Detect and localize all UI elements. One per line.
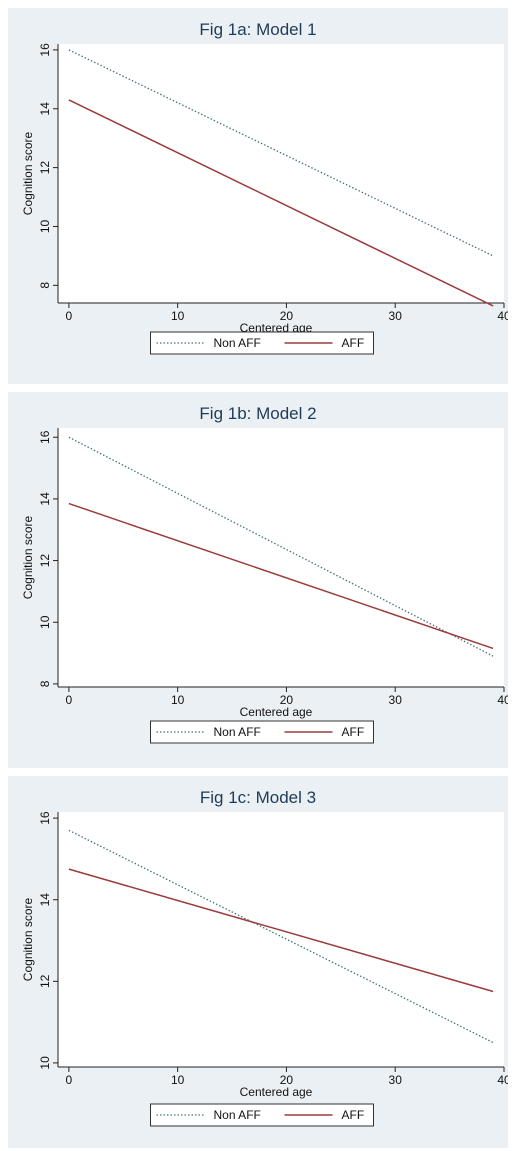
y-tick-label: 10 xyxy=(38,1056,52,1070)
x-tick-label: 40 xyxy=(497,1073,508,1087)
chart-1: Fig 1a: Model 10 10 20 30 40810121416Centere… xyxy=(21,20,508,355)
chart-panel-2: Fig 1b: Model 2 0 10 20 30 40 8 10 12 14 16 Centere… xyxy=(8,392,508,768)
chart-panel-3: Fig 1c: Model 3 0 10 20 30 40 10 12 14 16 Centered… xyxy=(8,776,508,1148)
series-line-aff xyxy=(68,502,494,650)
x-tick-label: 40 xyxy=(497,693,508,707)
plot-area xyxy=(58,812,504,1067)
y-tick-label: 8 xyxy=(38,680,52,687)
x-tick-label: 20 xyxy=(280,693,294,707)
x-tick-label: 0 xyxy=(66,693,73,707)
legend: Non AFF AFF xyxy=(150,1103,374,1127)
y-tick-label: 10 xyxy=(38,615,52,629)
y-tick-label: 10 xyxy=(38,219,52,233)
x-tick-label: 30 xyxy=(389,309,403,323)
x-tick-label: 10 xyxy=(171,693,185,707)
y-axis-label: Cognition score xyxy=(21,515,35,599)
y-tick-label: 16 xyxy=(38,811,52,825)
y-axis-label: Cognition score xyxy=(21,897,35,981)
legend-box xyxy=(150,720,374,744)
chart-title: Fig 1a: Model 1 xyxy=(199,20,316,39)
y-tick-label: 12 xyxy=(38,554,52,568)
legend-label: AFF xyxy=(342,1108,365,1122)
chart-title: Fig 1b: Model 2 xyxy=(199,404,316,423)
y-tick-label: 14 xyxy=(38,492,52,506)
y-tick-label: 14 xyxy=(38,102,52,116)
chart-panel-1: Fig 1a: Model 1 0 10 20 30 40 8 10 12 14 16 Centere… xyxy=(8,8,508,384)
legend-label: Non AFF xyxy=(214,1108,261,1122)
x-tick-label: 20 xyxy=(280,1073,294,1087)
y-tick-label: 8 xyxy=(38,282,52,289)
legend-label: AFF xyxy=(342,725,365,739)
x-axis-label: Centered age xyxy=(240,705,313,719)
x-tick-label: 0 xyxy=(66,1073,73,1087)
legend: Non AFF AFF xyxy=(150,331,374,355)
x-tick-label: 40 xyxy=(497,309,508,323)
series-line-aff xyxy=(68,868,494,993)
chart-3: Fig 1c: Model 3 0 10 20 30 40 10 12 14 16 Centered… xyxy=(21,788,508,1127)
chart-2: Fig 1b: Model 2 0 10 20 30 40 8 10 12 14 16 Centere… xyxy=(21,404,508,744)
legend: Non AFF AFF xyxy=(150,720,374,744)
series-line-aff xyxy=(68,99,494,307)
series-line-non-aff xyxy=(68,436,494,657)
plot-area xyxy=(58,44,504,303)
chart-title: Fig 1c: Model 3 xyxy=(200,788,316,807)
x-tick-label: 10 xyxy=(171,1073,185,1087)
legend-label: Non AFF xyxy=(214,336,261,350)
x-tick-label: 10 xyxy=(171,309,185,323)
plot-area xyxy=(58,428,504,687)
y-tick-label: 12 xyxy=(38,974,52,988)
y-tick-label: 14 xyxy=(38,893,52,907)
x-tick-label: 0 xyxy=(66,309,73,323)
y-tick-label: 16 xyxy=(38,430,52,444)
legend-box xyxy=(150,1103,374,1127)
y-axis-label: Cognition score xyxy=(21,131,35,215)
legend-label: Non AFF xyxy=(214,725,261,739)
x-tick-label: 30 xyxy=(389,693,403,707)
y-tick-label: 12 xyxy=(38,161,52,175)
x-axis-label: Centered age xyxy=(240,1085,313,1099)
legend-label: AFF xyxy=(342,336,365,350)
x-tick-label: 30 xyxy=(389,1073,403,1087)
y-tick-label: 16 xyxy=(38,43,52,57)
x-tick-label: 20 xyxy=(280,309,294,323)
legend-box xyxy=(150,331,374,355)
series-line-non-aff xyxy=(68,49,494,257)
